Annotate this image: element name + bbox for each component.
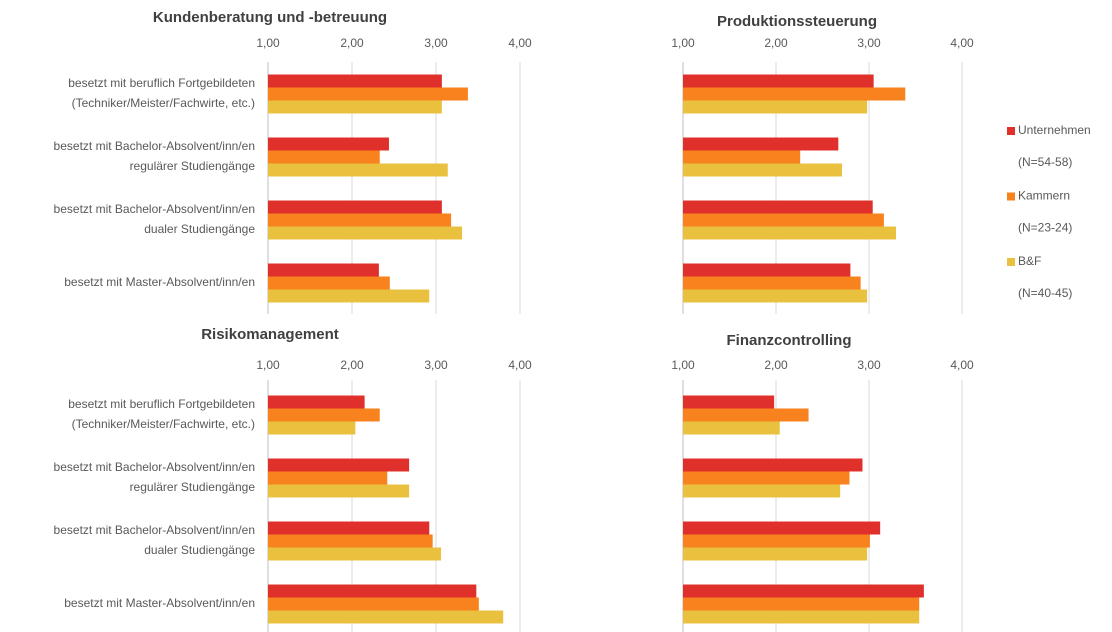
bar: [268, 471, 388, 485]
legend-swatch: [1007, 127, 1015, 135]
x-tick-label: 2,00: [340, 358, 364, 372]
bar: [683, 226, 896, 240]
legend-sample: (N=54-58): [1018, 155, 1072, 169]
bar: [683, 534, 870, 548]
bar: [268, 484, 410, 498]
bar: [268, 163, 448, 177]
bar: [683, 276, 861, 290]
bar: [268, 458, 410, 472]
category-label: besetzt mit Bachelor-Absolvent/inn/en: [54, 139, 255, 153]
bar: [683, 421, 780, 435]
x-tick-label: 1,00: [671, 358, 695, 372]
category-label: besetzt mit Bachelor-Absolvent/inn/en: [54, 202, 255, 216]
bar: [268, 74, 442, 88]
bar: [683, 87, 906, 101]
bar: [268, 100, 442, 114]
chart-title: Produktionssteuerung: [717, 13, 877, 30]
bar: [268, 610, 504, 624]
category-label: besetzt mit Bachelor-Absolvent/inn/en: [54, 523, 255, 537]
x-tick-label: 3,00: [857, 36, 881, 50]
bar: [683, 163, 843, 177]
bar: [268, 395, 365, 409]
bar: [683, 213, 884, 227]
bar: [683, 484, 841, 498]
x-tick-label: 3,00: [424, 358, 448, 372]
bar: [683, 408, 809, 422]
x-tick-label: 1,00: [256, 36, 280, 50]
bar: [268, 137, 389, 151]
bar: [683, 137, 839, 151]
bar: [268, 408, 380, 422]
bar: [683, 200, 873, 214]
category-label: dualer Studiengänge: [144, 222, 255, 236]
x-tick-label: 3,00: [857, 358, 881, 372]
x-tick-label: 2,00: [764, 36, 788, 50]
bar: [683, 597, 920, 611]
bar: [683, 263, 851, 277]
bar: [683, 471, 850, 485]
bar: [268, 263, 379, 277]
bar: [268, 584, 477, 598]
category-label: regulärer Studiengänge: [130, 480, 256, 494]
x-tick-label: 2,00: [340, 36, 364, 50]
legend-label: Unternehmen: [1018, 123, 1091, 137]
legend-sample: (N=40-45): [1018, 286, 1072, 300]
category-label: (Techniker/Meister/Fachwirte, etc.): [72, 417, 255, 431]
bar: [683, 395, 775, 409]
x-tick-label: 4,00: [950, 36, 974, 50]
x-tick-label: 4,00: [508, 36, 532, 50]
legend-label: Kammern: [1018, 189, 1070, 203]
bar: [683, 458, 863, 472]
x-tick-label: 1,00: [671, 36, 695, 50]
bar: [268, 521, 430, 535]
chart-title: Kundenberatung und -betreuung: [153, 9, 387, 26]
bar: [683, 289, 868, 303]
bar: [683, 74, 874, 88]
bar: [268, 213, 452, 227]
x-tick-label: 3,00: [424, 36, 448, 50]
category-label: besetzt mit Master-Absolvent/inn/en: [64, 275, 255, 289]
bar: [268, 87, 468, 101]
bar: [268, 200, 442, 214]
category-label: regulärer Studiengänge: [130, 159, 256, 173]
bar: [683, 521, 881, 535]
chart-title: Risikomanagement: [201, 326, 339, 343]
x-tick-label: 2,00: [764, 358, 788, 372]
x-tick-label: 4,00: [508, 358, 532, 372]
category-label: besetzt mit beruflich Fortgebildeten: [68, 76, 255, 90]
bar: [683, 100, 868, 114]
bar: [268, 534, 433, 548]
category-label: besetzt mit Bachelor-Absolvent/inn/en: [54, 460, 255, 474]
bar: [268, 289, 430, 303]
bar: [683, 584, 924, 598]
bar: [268, 226, 463, 240]
bar: [683, 610, 920, 624]
bar: [268, 421, 356, 435]
category-label: besetzt mit beruflich Fortgebildeten: [68, 397, 255, 411]
chart-title: Finanzcontrolling: [727, 332, 852, 349]
legend-swatch: [1007, 258, 1015, 266]
x-tick-label: 1,00: [256, 358, 280, 372]
legend-label: B&F: [1018, 254, 1041, 268]
legend-sample: (N=23-24): [1018, 221, 1072, 235]
bar: [268, 150, 380, 164]
category-label: besetzt mit Master-Absolvent/inn/en: [64, 596, 255, 610]
legend-swatch: [1007, 192, 1015, 201]
x-tick-label: 4,00: [950, 358, 974, 372]
bar: [268, 547, 442, 561]
category-label: dualer Studiengänge: [144, 543, 255, 557]
bar: [268, 597, 479, 611]
bar: [683, 150, 801, 164]
category-label: (Techniker/Meister/Fachwirte, etc.): [72, 96, 255, 110]
bar: [268, 276, 390, 290]
bar: [683, 547, 868, 561]
